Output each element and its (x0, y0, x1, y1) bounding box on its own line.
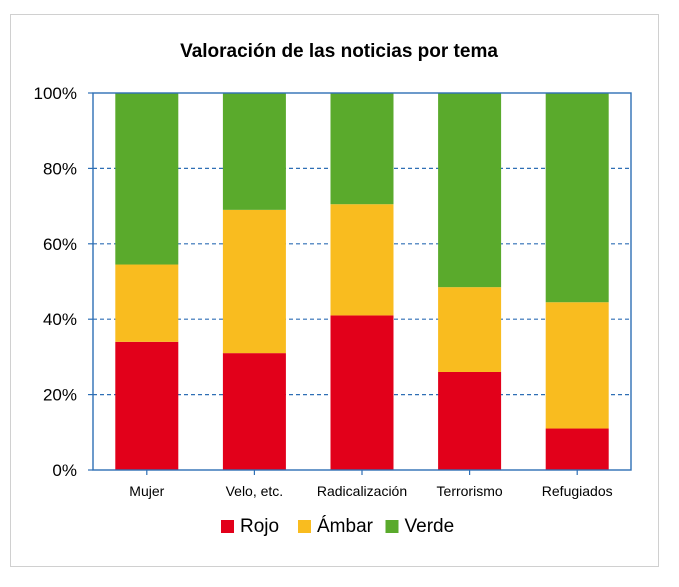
bar-segment-verde (115, 93, 179, 265)
bars (115, 93, 609, 470)
chart-title: Valoración de las noticias por tema (180, 41, 498, 62)
bar-segment-rojo (438, 371, 502, 470)
legend-label: Verde (405, 516, 455, 537)
x-category-label: Velo, etc. (226, 483, 284, 499)
bar-segment-rojo (222, 353, 286, 470)
y-tick-label: 40% (43, 310, 77, 329)
legend-label: Rojo (240, 516, 279, 537)
x-category-label: Refugiados (542, 483, 613, 499)
legend-swatch-verde (385, 520, 399, 533)
bar-segment-verde (438, 93, 502, 288)
bar-segment-ámbar (330, 204, 394, 316)
bar-segment-ámbar (222, 209, 286, 354)
x-axis-category-labels: Mujer Velo, etc. Radicalización Terrorismo R… (129, 483, 612, 499)
y-tick-label: 80% (43, 159, 77, 178)
bar-segment-rojo (115, 341, 179, 470)
bar-segment-rojo (330, 315, 394, 470)
legend-swatch-rojo (221, 520, 234, 533)
axes (88, 92, 632, 475)
legend-label: Ámbar (317, 516, 374, 537)
x-category-label: Radicalización (317, 483, 407, 499)
y-axis-tick-labels: 0% 20% 40% 60% 80% 100% (34, 84, 77, 480)
bar-segment-ámbar (545, 302, 609, 429)
y-tick-label: 60% (43, 235, 77, 254)
x-category-label: Terrorismo (437, 483, 503, 499)
bar-segment-verde (545, 93, 609, 303)
bar-segment-rojo (545, 428, 609, 470)
bar-segment-ámbar (115, 264, 179, 342)
x-category-label: Mujer (129, 483, 164, 499)
bar-segment-ámbar (438, 287, 502, 372)
bar-segment-verde (330, 93, 394, 205)
y-tick-label: 100% (34, 84, 77, 103)
plot-area-border (92, 92, 632, 471)
y-tick-label: 0% (52, 461, 77, 480)
legend: Rojo Ámbar Verde (221, 516, 454, 537)
legend-swatch-ámbar (298, 520, 311, 533)
y-tick-label: 20% (43, 386, 77, 405)
bar-segment-verde (222, 93, 286, 210)
